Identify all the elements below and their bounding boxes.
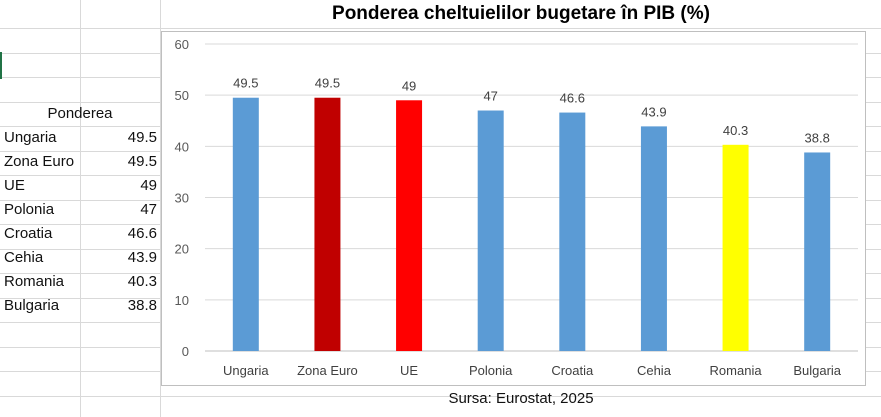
bar[interactable] bbox=[640, 126, 667, 352]
y-tick-label: 40 bbox=[175, 139, 189, 154]
data-label: 49.5 bbox=[233, 76, 258, 91]
bar-chart[interactable]: 0 10 20 30 40 50 60 49.5 Ungaria 49.5 Zona Euro 49 U… bbox=[161, 31, 866, 386]
y-tick-label: 60 bbox=[175, 37, 189, 52]
table-row[interactable]: Zona Euro 49.5 bbox=[0, 150, 160, 174]
value-cell[interactable]: 49.5 bbox=[127, 153, 157, 170]
y-tick-label: 50 bbox=[175, 88, 189, 103]
value-cell[interactable]: 47 bbox=[140, 201, 157, 218]
bar[interactable] bbox=[477, 110, 504, 352]
grid-row-line bbox=[0, 396, 881, 397]
value-cell[interactable]: 49 bbox=[140, 177, 157, 194]
country-name-cell[interactable]: Polonia bbox=[4, 201, 55, 218]
value-cell[interactable]: 38.8 bbox=[127, 297, 157, 314]
bar[interactable] bbox=[559, 112, 586, 352]
country-name-cell[interactable]: UE bbox=[4, 177, 25, 194]
source-note: Sursa: Eurostat, 2025 bbox=[448, 390, 594, 407]
x-tick-label: UE bbox=[400, 363, 418, 378]
table-row[interactable]: Cehia 43.9 bbox=[0, 246, 160, 270]
data-label: 47 bbox=[483, 89, 497, 104]
table-row[interactable]: Polonia 47 bbox=[0, 198, 160, 222]
bar[interactable] bbox=[232, 97, 259, 351]
x-tick-label: Romania bbox=[710, 363, 763, 378]
bar[interactable] bbox=[804, 152, 831, 351]
data-label: 43.9 bbox=[641, 104, 666, 119]
grid-column-line bbox=[80, 0, 81, 417]
active-cell-indicator bbox=[0, 52, 2, 79]
bar[interactable] bbox=[314, 97, 341, 351]
bar[interactable] bbox=[396, 100, 423, 352]
x-tick-label: Cehia bbox=[637, 363, 672, 378]
table-row[interactable]: Romania 40.3 bbox=[0, 270, 160, 294]
y-tick-label: 30 bbox=[175, 191, 189, 206]
data-table: Ponderea Ungaria 49.5 Zona Euro 49.5 UE 49 Pol… bbox=[0, 102, 160, 318]
chart-title: Ponderea cheltuielilor bugetare în PIB (… bbox=[332, 3, 710, 24]
country-name-cell[interactable]: Bulgaria bbox=[4, 297, 60, 314]
grid-column-line bbox=[160, 0, 161, 417]
y-tick-label: 20 bbox=[175, 242, 189, 257]
x-tick-label: Bulgaria bbox=[793, 363, 841, 378]
country-name-cell[interactable]: Zona Euro bbox=[4, 153, 75, 170]
data-label: 38.8 bbox=[805, 130, 830, 145]
data-label: 46.6 bbox=[560, 91, 585, 106]
value-cell[interactable]: 43.9 bbox=[127, 249, 157, 266]
country-name-cell[interactable]: Cehia bbox=[4, 249, 44, 266]
country-name-cell[interactable]: Ungaria bbox=[4, 129, 57, 146]
data-label: 49.5 bbox=[315, 76, 340, 91]
value-cell[interactable]: 40.3 bbox=[127, 273, 157, 290]
table-row[interactable]: Ungaria 49.5 bbox=[0, 126, 160, 150]
value-cell[interactable]: 46.6 bbox=[127, 225, 157, 242]
data-label: 40.3 bbox=[723, 123, 748, 138]
data-label: 49 bbox=[402, 78, 416, 93]
value-cell[interactable]: 49.5 bbox=[127, 129, 157, 146]
x-tick-label: Polonia bbox=[469, 363, 513, 378]
y-tick-label: 10 bbox=[175, 293, 189, 308]
table-row[interactable]: Croatia 46.6 bbox=[0, 222, 160, 246]
x-tick-label: Ungaria bbox=[223, 363, 269, 378]
x-tick-label: Croatia bbox=[551, 363, 594, 378]
y-tick-label: 0 bbox=[182, 344, 189, 359]
table-header[interactable]: Ponderea bbox=[47, 105, 113, 122]
table-row[interactable]: UE 49 bbox=[0, 174, 160, 198]
bar[interactable] bbox=[722, 144, 749, 351]
x-tick-label: Zona Euro bbox=[297, 363, 358, 378]
country-name-cell[interactable]: Romania bbox=[4, 273, 65, 290]
table-row[interactable]: Bulgaria 38.8 bbox=[0, 294, 160, 318]
country-name-cell[interactable]: Croatia bbox=[4, 225, 53, 242]
grid-row-line bbox=[0, 28, 881, 29]
